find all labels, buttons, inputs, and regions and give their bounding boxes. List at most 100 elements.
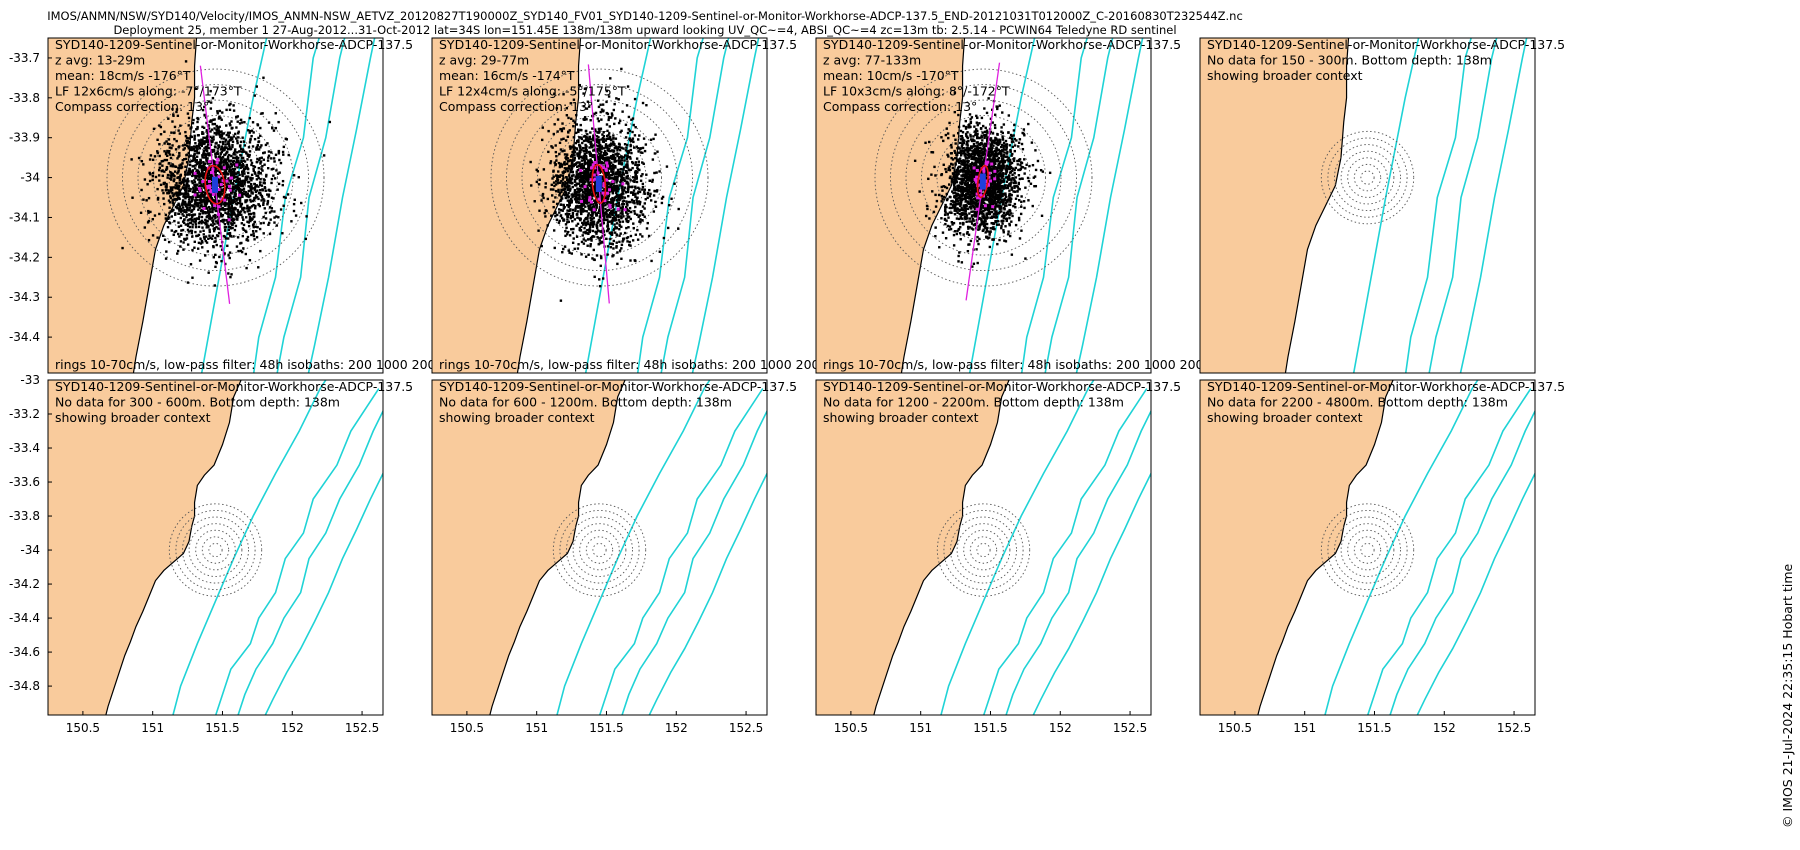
scatter-point — [193, 205, 196, 209]
scatter-point — [608, 145, 611, 148]
scatter-point — [610, 189, 613, 193]
scatter-point — [262, 151, 265, 155]
scatter-point — [161, 164, 164, 167]
scatter-point — [175, 198, 179, 201]
scatter-point — [174, 212, 177, 215]
scatter-point — [603, 212, 607, 215]
scatter-point — [610, 149, 614, 152]
scatter-point — [121, 246, 124, 250]
scatter-point — [261, 169, 264, 172]
scatter-point — [613, 215, 616, 218]
scatter-point — [586, 220, 590, 223]
scatter-point — [149, 210, 152, 214]
scatter-point — [277, 150, 281, 153]
scatter-point — [549, 161, 552, 165]
scatter-point — [552, 200, 555, 203]
axes-frame — [47, 37, 384, 374]
scatter-point — [976, 144, 979, 147]
scatter-point — [574, 209, 577, 212]
scatter-point — [194, 141, 197, 145]
scatter-point — [601, 212, 604, 216]
scatter-point — [194, 225, 198, 229]
scatter-point — [629, 168, 633, 172]
scatter-point — [248, 131, 251, 134]
lowpass-point — [193, 193, 197, 197]
scatter-point — [178, 164, 181, 167]
scatter-point — [647, 234, 651, 238]
scatter-point — [558, 141, 562, 145]
scatter-point — [207, 224, 210, 228]
scatter-point — [559, 127, 562, 131]
scatter-point — [196, 120, 199, 124]
scatter-point — [626, 166, 629, 169]
scatter-point — [211, 122, 214, 126]
scatter-point — [994, 162, 997, 166]
scatter-point — [194, 160, 197, 163]
scatter-point — [203, 191, 207, 194]
scatter-point — [628, 155, 632, 159]
scatter-point — [631, 117, 635, 120]
scatter-point — [219, 204, 223, 207]
scatter-point — [251, 224, 255, 227]
scatter-point — [576, 210, 580, 213]
scatter-point — [560, 216, 564, 220]
scatter-point — [206, 152, 210, 155]
scatter-point — [189, 187, 192, 191]
scatter-point — [240, 154, 243, 157]
scatter-point — [264, 143, 268, 147]
scatter-point — [185, 153, 188, 157]
scatter-point — [163, 238, 167, 241]
scatter-point — [196, 192, 199, 195]
scatter-point — [677, 227, 680, 230]
scatter-point — [586, 139, 590, 143]
scatter-point — [627, 182, 630, 186]
scatter-point — [604, 143, 608, 146]
scatter-point — [600, 145, 604, 148]
scatter-point — [191, 174, 194, 178]
scatter-point — [606, 197, 610, 200]
scatter-point — [614, 146, 618, 150]
scatter-point — [601, 210, 605, 214]
scatter-point — [623, 159, 626, 162]
scatter-point — [632, 226, 635, 230]
scatter-point — [629, 234, 633, 238]
scatter-point — [953, 91, 957, 95]
scatter-point — [612, 173, 615, 176]
scatter-point — [633, 179, 636, 182]
scatter-point — [216, 234, 220, 238]
scatter-point — [584, 174, 588, 177]
scatter-point — [201, 108, 205, 112]
scatter-point — [192, 207, 196, 211]
scatter-point — [170, 229, 173, 232]
scatter-point — [236, 141, 239, 145]
scatter-point — [176, 157, 179, 160]
scatter-point — [588, 146, 591, 149]
scatter-point — [198, 201, 201, 204]
scatter-point — [230, 120, 233, 123]
scatter-point — [202, 190, 205, 194]
scatter-point — [624, 123, 628, 126]
scatter-point — [935, 199, 939, 203]
scatter-point — [217, 144, 220, 147]
scatter-point — [142, 198, 145, 201]
scatter-point — [188, 196, 192, 199]
scatter-point — [945, 127, 948, 130]
scatter-point — [200, 201, 203, 204]
scatter-point — [259, 172, 262, 175]
scatter-point — [1008, 144, 1012, 147]
scatter-point — [604, 158, 607, 161]
scatter-point — [240, 164, 243, 167]
scatter-point — [605, 175, 608, 178]
scatter-point — [957, 184, 960, 187]
scatter-point — [580, 180, 583, 184]
scatter-point — [222, 147, 226, 150]
scatter-point — [634, 205, 637, 209]
scatter-point — [235, 172, 238, 175]
scatter-point — [222, 163, 225, 167]
scatter-point — [629, 179, 632, 182]
scatter-point — [598, 210, 601, 213]
scatter-point — [262, 221, 265, 225]
scatter-point — [185, 208, 189, 212]
scatter-point — [168, 206, 171, 209]
scatter-point — [586, 136, 589, 139]
